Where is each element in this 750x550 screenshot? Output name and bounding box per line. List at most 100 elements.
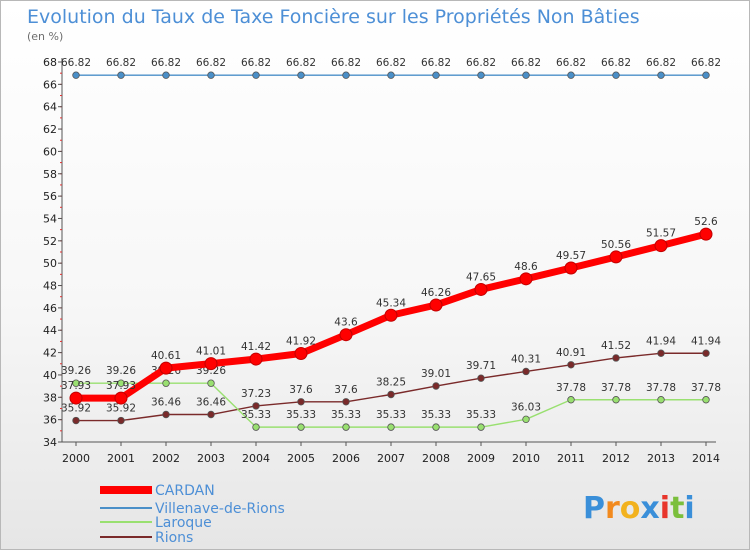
data-point (297, 398, 305, 406)
data-point (387, 423, 395, 431)
data-label: 35.33 (331, 409, 361, 421)
x-tick-label: 2011 (557, 452, 585, 465)
series-rions: 35.92 35.92 36.46 36.46 37.23 37.6 37.6 38.25 39… (61, 335, 721, 425)
x-tick-label: 2000 (62, 452, 90, 465)
data-point (207, 71, 215, 79)
data-point (294, 346, 308, 360)
data-label: 52.6 (694, 216, 718, 228)
y-tick-label: 42 (43, 347, 57, 360)
data-point (387, 71, 395, 79)
y-tick-label: 46 (43, 302, 57, 315)
data-label: 35.33 (286, 409, 316, 421)
data-label: 66.82 (376, 57, 406, 69)
chart-title: Evolution du Taux de Taxe Foncière sur l… (27, 6, 640, 28)
data-point (612, 396, 620, 404)
data-label: 45.34 (376, 297, 406, 309)
x-tick-label: 2006 (332, 452, 360, 465)
x-tick-label: 2010 (512, 452, 540, 465)
data-label: 49.57 (556, 250, 586, 262)
data-point (567, 71, 575, 79)
data-point (474, 282, 488, 296)
data-label: 41.01 (196, 346, 226, 358)
data-point (252, 423, 260, 431)
data-label: 50.56 (601, 239, 631, 251)
data-point (162, 71, 170, 79)
data-label: 51.57 (646, 228, 676, 240)
data-point (117, 379, 125, 387)
legend-label: Laroque (155, 515, 212, 531)
data-label: 66.82 (511, 57, 541, 69)
y-tick-label: 44 (43, 324, 57, 337)
data-label: 37.78 (646, 382, 676, 394)
y-tick-label: 68 (43, 56, 57, 69)
data-point (477, 423, 485, 431)
data-point (339, 328, 353, 342)
data-point (477, 374, 485, 382)
y-tick-label: 38 (43, 391, 57, 404)
y-tick-label: 34 (43, 436, 57, 449)
data-label: 48.6 (514, 261, 538, 273)
data-label: 41.94 (646, 335, 676, 347)
data-point (702, 396, 710, 404)
data-point (654, 239, 668, 253)
y-tick-label: 62 (43, 123, 57, 136)
legend-label: CARDAN (155, 483, 215, 499)
x-tick-label: 2012 (602, 452, 630, 465)
data-label: 36.46 (196, 397, 226, 409)
y-tick-label: 48 (43, 280, 57, 293)
data-label: 66.82 (556, 57, 586, 69)
y-tick-label: 60 (43, 145, 57, 158)
data-point (612, 354, 620, 362)
data-label: 39.71 (466, 360, 496, 372)
data-point (117, 71, 125, 79)
y-tick-label: 52 (43, 235, 57, 248)
legend-label: Rions (155, 530, 193, 546)
data-label: 39.26 (61, 365, 91, 377)
data-label: 36.46 (151, 397, 181, 409)
y-tick-label: 50 (43, 257, 57, 270)
data-point (567, 361, 575, 369)
data-label: 66.82 (241, 57, 271, 69)
data-point (159, 361, 173, 375)
data-label: 35.33 (241, 409, 271, 421)
y-tick-label: 64 (43, 101, 57, 114)
data-label: 66.82 (196, 57, 226, 69)
data-point (567, 396, 575, 404)
data-label: 41.52 (601, 340, 631, 352)
data-point (657, 396, 665, 404)
data-point (72, 71, 80, 79)
data-label: 66.82 (61, 57, 91, 69)
data-point (342, 398, 350, 406)
data-label: 39.01 (421, 368, 451, 380)
chart-subtitle: (en %) (27, 30, 63, 43)
data-label: 46.26 (421, 287, 451, 299)
data-point (117, 416, 125, 425)
legend-label: Villenave-de-Rions (155, 501, 285, 517)
data-label: 66.82 (601, 57, 631, 69)
data-point (657, 349, 665, 357)
x-tick-label: 2014 (692, 452, 720, 465)
data-point (252, 402, 260, 410)
data-label: 37.78 (556, 382, 586, 394)
data-point (252, 71, 260, 79)
data-label: 39.26 (196, 365, 226, 377)
data-label: 37.6 (334, 384, 358, 396)
data-label: 66.82 (151, 57, 181, 69)
data-label: 39.26 (106, 365, 136, 377)
data-label: 66.82 (646, 57, 676, 69)
data-point (207, 379, 215, 387)
data-label: 38.25 (376, 377, 406, 389)
data-label: 40.91 (556, 347, 586, 359)
data-label: 37.6 (289, 384, 313, 396)
axes: 34 36 38 40 42 44 46 48 50 52 54 56 58 60 62 64 66 68 2000… (43, 56, 720, 465)
data-label: 37.78 (601, 382, 631, 394)
x-tick-label: 2003 (197, 452, 225, 465)
data-label: 40.31 (511, 353, 541, 365)
data-point (114, 391, 128, 405)
data-point (162, 379, 170, 387)
data-point (72, 416, 80, 425)
data-point (387, 390, 395, 399)
